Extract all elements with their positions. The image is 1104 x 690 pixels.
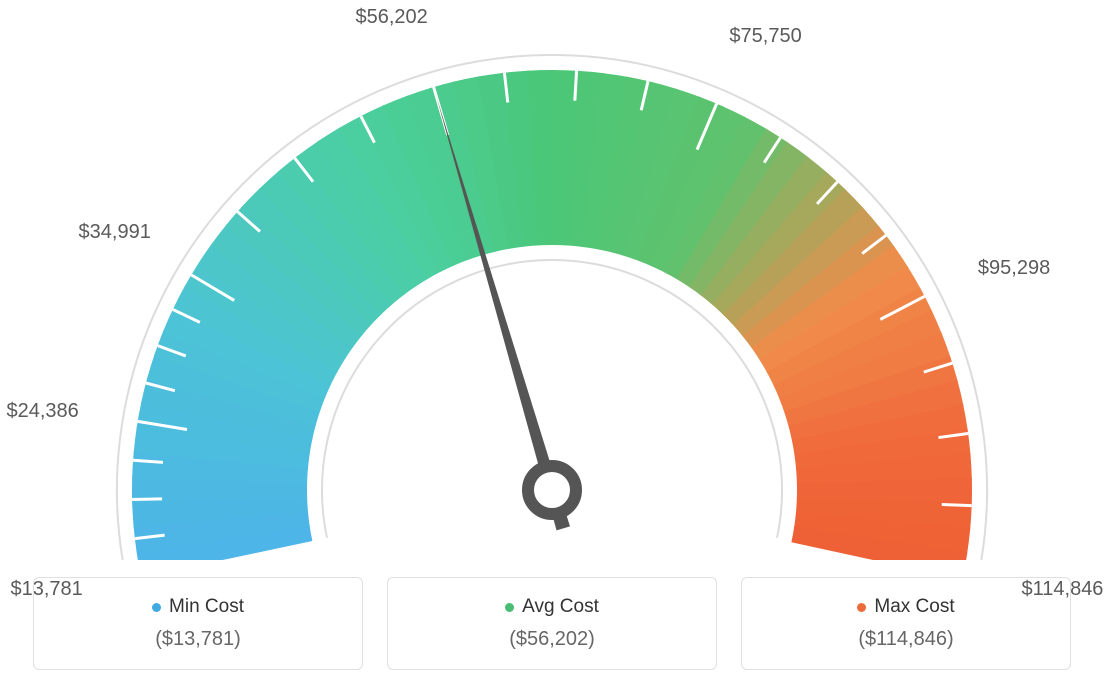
legend-label: Min Cost [169,596,244,618]
gauge-svg [0,0,1104,560]
legend-label: Avg Cost [522,596,599,618]
legend-card-avg: Avg Cost ($56,202) [387,577,717,670]
legend-card-max: Max Cost ($114,846) [741,577,1071,670]
gauge-tick-label: $56,202 [355,6,427,29]
legend-card-min: Min Cost ($13,781) [33,577,363,670]
legend-value-min: ($13,781) [44,628,352,651]
legend-title-avg: Avg Cost [505,596,599,618]
dot-icon [857,603,866,612]
gauge-tick-label: $95,298 [978,257,1050,280]
dot-icon [152,603,161,612]
gauge-needle-base [528,466,576,514]
legend-title-min: Min Cost [152,596,244,618]
gauge-tick-label: $75,750 [729,25,801,48]
dot-icon [505,603,514,612]
gauge-tick-label: $24,386 [6,400,78,423]
gauge-tick-label: $34,991 [79,221,151,244]
legend-row: Min Cost ($13,781) Avg Cost ($56,202) Ma… [0,577,1104,670]
gauge-chart: $13,781$24,386$34,991$56,202$75,750$95,2… [0,0,1104,560]
legend-title-max: Max Cost [857,596,954,618]
legend-label: Max Cost [874,596,954,618]
legend-value-avg: ($56,202) [398,628,706,651]
legend-value-max: ($114,846) [752,628,1060,651]
